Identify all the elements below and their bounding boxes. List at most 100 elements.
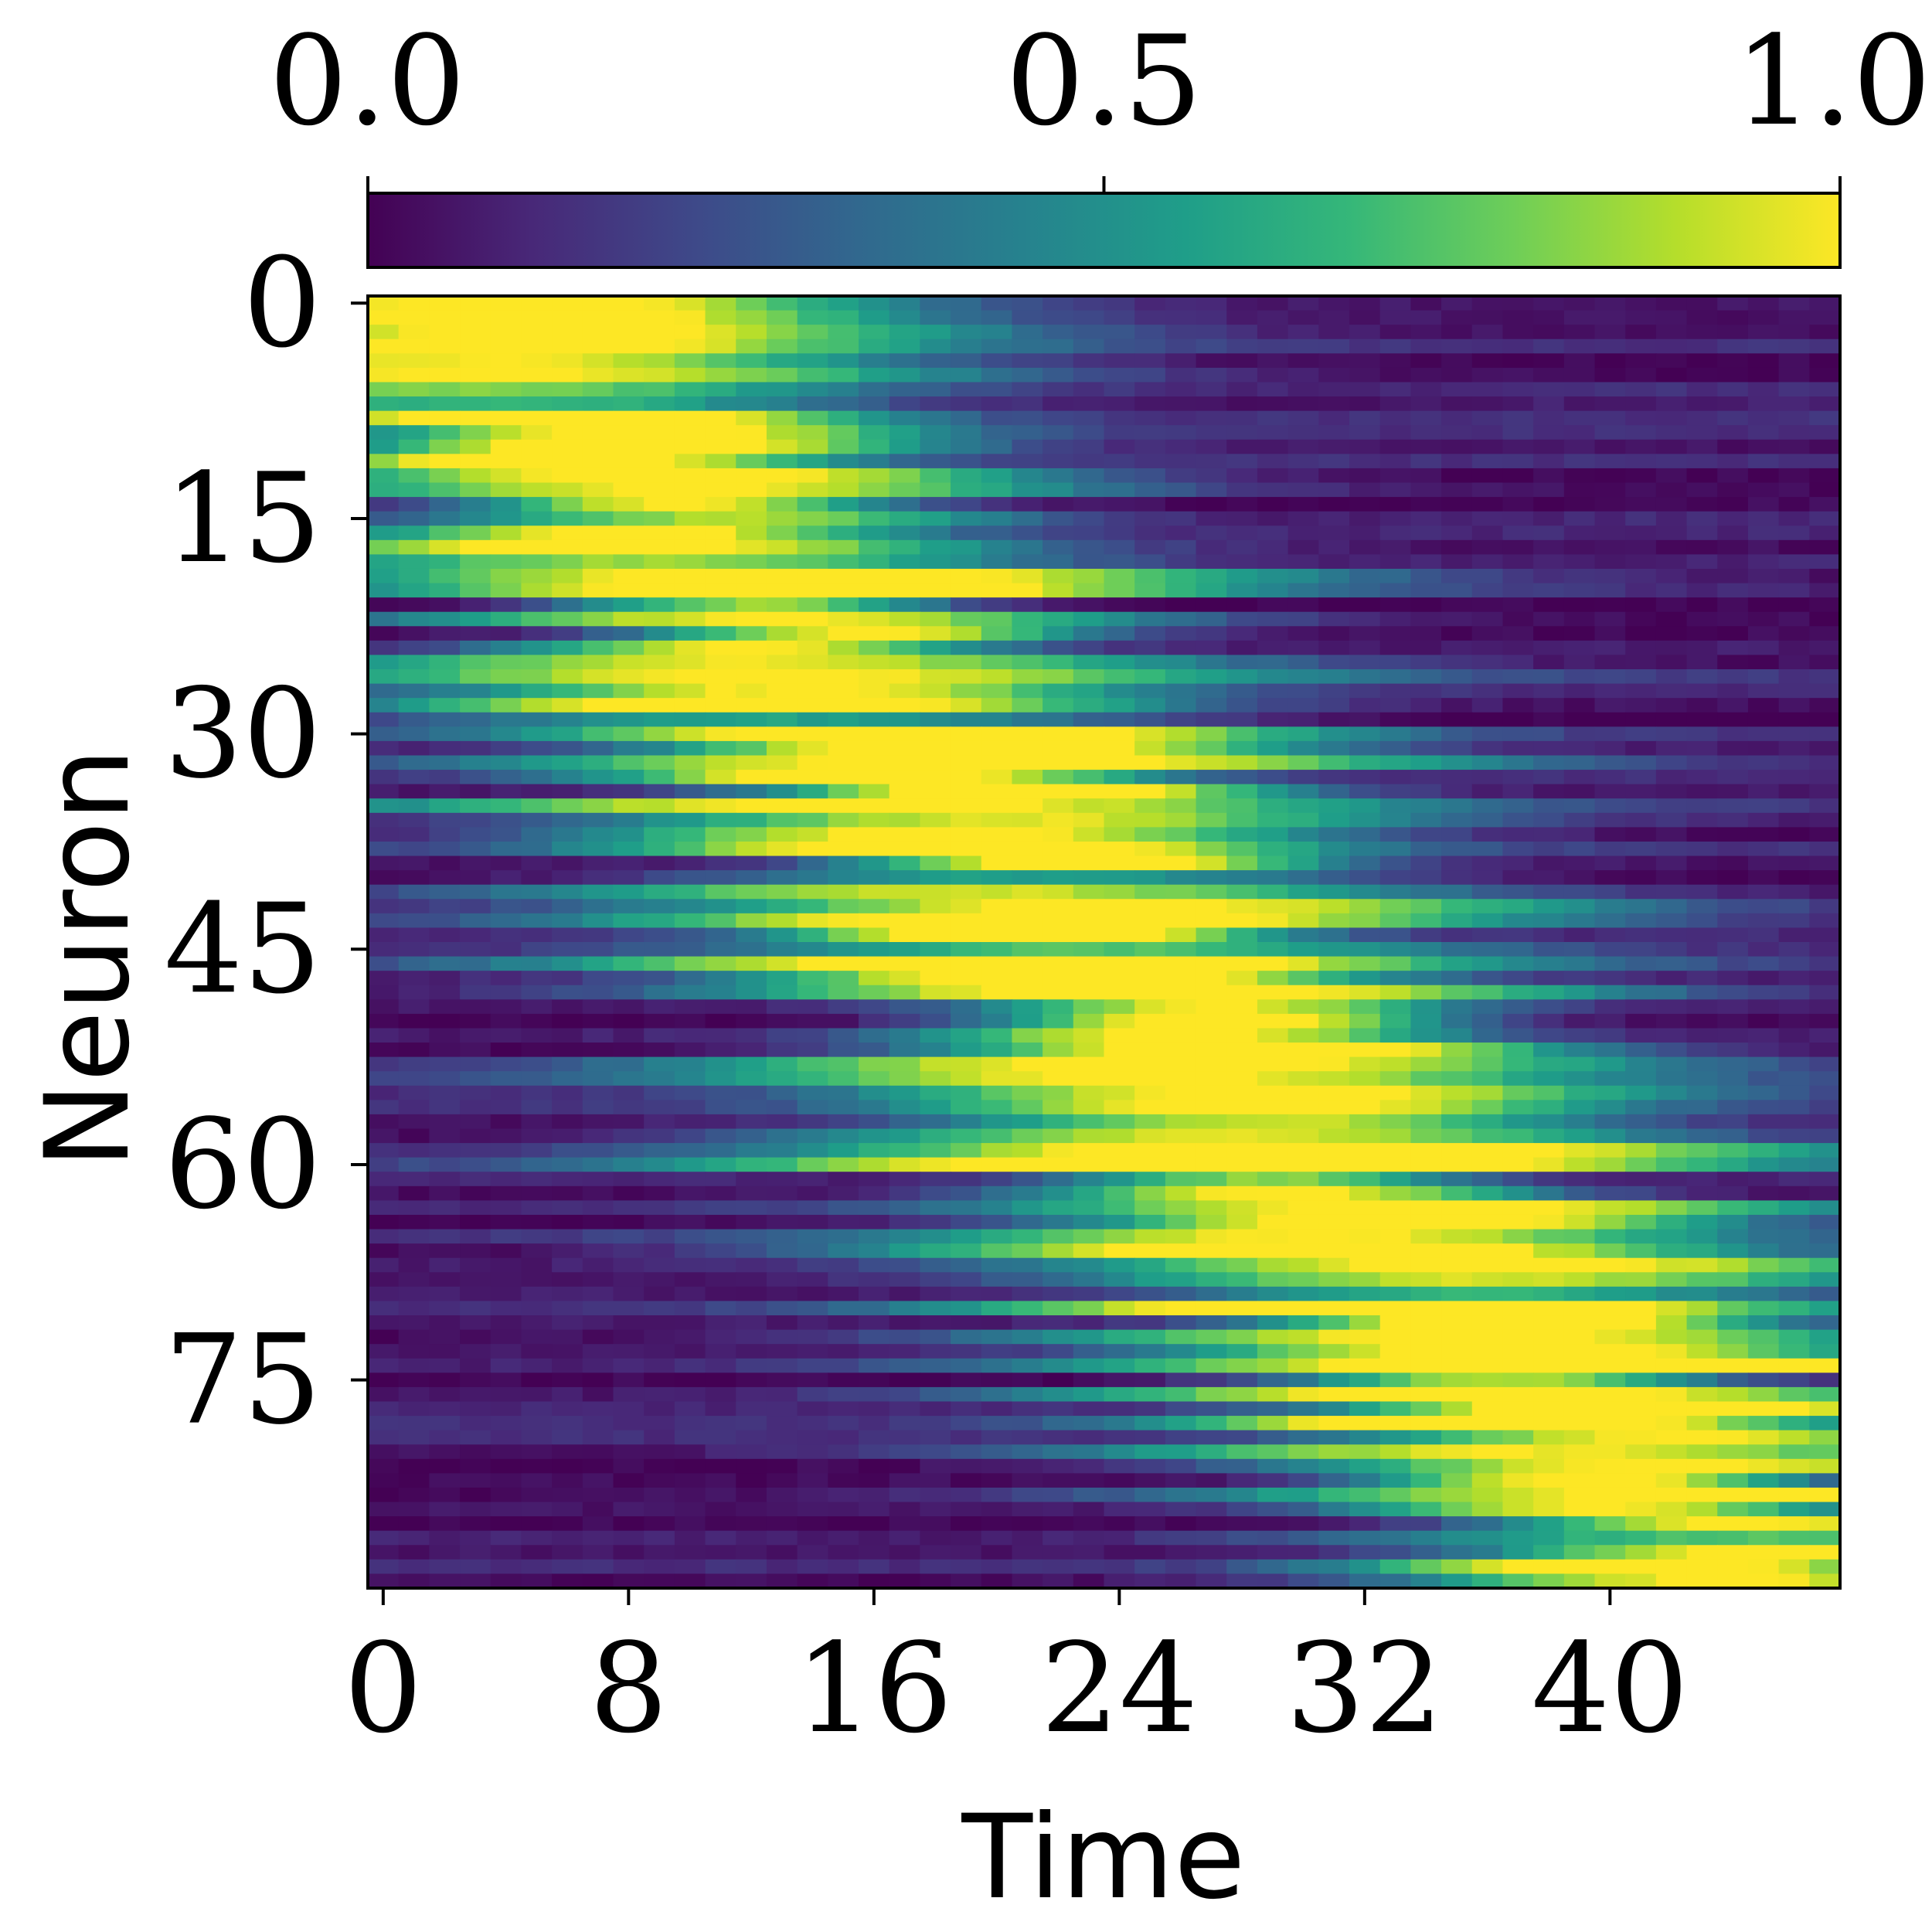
heatmap-cell bbox=[736, 1545, 767, 1560]
heatmap-cell bbox=[1471, 1473, 1504, 1488]
heatmap-cell bbox=[1747, 1128, 1780, 1144]
heatmap-cell bbox=[1104, 1172, 1135, 1187]
heatmap-cell bbox=[613, 1530, 645, 1546]
heatmap-cell bbox=[1441, 511, 1473, 527]
heatmap-cell bbox=[1471, 482, 1504, 498]
heatmap-cell bbox=[981, 1071, 1013, 1087]
heatmap-cell bbox=[1043, 1272, 1074, 1287]
heatmap-cell bbox=[368, 1416, 400, 1431]
heatmap-cell bbox=[429, 726, 461, 742]
heatmap-cell bbox=[1379, 1229, 1412, 1244]
heatmap-cell bbox=[951, 296, 982, 311]
heatmap-cell bbox=[705, 1157, 737, 1173]
heatmap-cell bbox=[1257, 827, 1289, 842]
heatmap-cell bbox=[1196, 1401, 1228, 1417]
heatmap-cell bbox=[1104, 1100, 1135, 1115]
heatmap-cell bbox=[460, 913, 492, 929]
heatmap-cell bbox=[951, 468, 982, 484]
heatmap-cell bbox=[1747, 439, 1780, 455]
heatmap-cell bbox=[766, 942, 798, 957]
heatmap-cell bbox=[1073, 1386, 1105, 1403]
heatmap-cell bbox=[1134, 956, 1166, 971]
heatmap-cell bbox=[1717, 367, 1749, 383]
heatmap-cell bbox=[644, 1444, 675, 1460]
heatmap-cell bbox=[1471, 1172, 1504, 1187]
heatmap-cell bbox=[674, 1185, 706, 1202]
heatmap-cell bbox=[644, 1128, 675, 1144]
heatmap-cell bbox=[1349, 927, 1381, 943]
heatmap-cell bbox=[582, 526, 614, 541]
heatmap-cell bbox=[981, 956, 1013, 971]
heatmap-cell bbox=[1257, 482, 1289, 498]
heatmap-cell bbox=[1809, 1172, 1841, 1187]
heatmap-cell bbox=[1287, 539, 1320, 556]
heatmap-cell bbox=[1441, 310, 1473, 325]
heatmap-cell bbox=[1686, 410, 1719, 426]
heatmap-cell bbox=[613, 1458, 645, 1475]
heatmap-cell bbox=[859, 1573, 890, 1589]
heatmap-cell bbox=[674, 597, 706, 613]
heatmap-cell bbox=[1563, 942, 1596, 957]
heatmap-cell bbox=[521, 971, 553, 986]
heatmap-cell bbox=[1502, 568, 1534, 584]
heatmap-cell bbox=[460, 1257, 492, 1274]
heatmap-cell bbox=[613, 640, 645, 656]
heatmap-cell bbox=[460, 669, 492, 685]
heatmap-cell bbox=[1226, 1516, 1258, 1532]
heatmap-cell bbox=[1287, 454, 1320, 469]
heatmap-cell bbox=[1165, 855, 1197, 871]
heatmap-cell bbox=[1257, 640, 1289, 656]
heatmap-cell bbox=[460, 1301, 492, 1316]
heatmap-cell bbox=[736, 468, 767, 484]
heatmap-cell bbox=[1717, 1559, 1749, 1575]
heatmap-cell bbox=[490, 497, 522, 512]
heatmap-cell bbox=[368, 1329, 400, 1345]
heatmap-cell bbox=[1134, 655, 1166, 670]
heatmap-cell bbox=[398, 1085, 430, 1101]
heatmap-cell bbox=[368, 899, 400, 914]
heatmap-cell bbox=[1686, 683, 1719, 699]
heatmap-cell bbox=[920, 1315, 951, 1331]
heatmap-cell bbox=[490, 1085, 522, 1101]
heatmap-cell bbox=[859, 526, 890, 541]
heatmap-cell bbox=[889, 855, 921, 871]
heatmap-cell bbox=[1012, 1358, 1043, 1374]
heatmap-cell bbox=[1594, 855, 1626, 871]
heatmap-cell bbox=[828, 1286, 859, 1302]
heatmap-cells bbox=[368, 296, 1841, 1589]
heatmap-cell bbox=[460, 325, 492, 340]
heatmap-cell bbox=[674, 1286, 706, 1302]
heatmap-cell bbox=[797, 511, 829, 527]
heatmap-cell bbox=[644, 1430, 675, 1446]
heatmap-cell bbox=[981, 1200, 1013, 1216]
heatmap-cell bbox=[1134, 913, 1166, 929]
heatmap-cell bbox=[736, 956, 767, 971]
heatmap-cell bbox=[1778, 1172, 1811, 1187]
heatmap-cell bbox=[582, 956, 614, 971]
heatmap-cell bbox=[705, 296, 737, 311]
heatmap-cell bbox=[951, 482, 982, 498]
heatmap-cell bbox=[582, 927, 614, 943]
heatmap-cell bbox=[644, 971, 675, 986]
heatmap-cell bbox=[552, 296, 583, 311]
heatmap-cell bbox=[1471, 655, 1504, 670]
heatmap-cell bbox=[1747, 1444, 1780, 1460]
heatmap-cell bbox=[1717, 1114, 1749, 1130]
heatmap-cell bbox=[1809, 1559, 1841, 1575]
heatmap-cell bbox=[889, 526, 921, 541]
heatmap-cell bbox=[766, 956, 798, 971]
heatmap-cell bbox=[736, 1114, 767, 1130]
heatmap-cell bbox=[644, 1157, 675, 1173]
heatmap-cell bbox=[1410, 855, 1442, 871]
heatmap-cell bbox=[1594, 1286, 1626, 1302]
heatmap-cell bbox=[1349, 956, 1381, 971]
heatmap-cell bbox=[1594, 812, 1626, 828]
heatmap-cell bbox=[1073, 899, 1105, 914]
heatmap-cell bbox=[736, 669, 767, 685]
heatmap-cell bbox=[613, 784, 645, 800]
heatmap-cell bbox=[1410, 884, 1442, 900]
heatmap-cell bbox=[1318, 1530, 1350, 1546]
heatmap-cell bbox=[1533, 439, 1565, 455]
heatmap-cell bbox=[429, 439, 461, 455]
heatmap-cell bbox=[1625, 1143, 1657, 1158]
